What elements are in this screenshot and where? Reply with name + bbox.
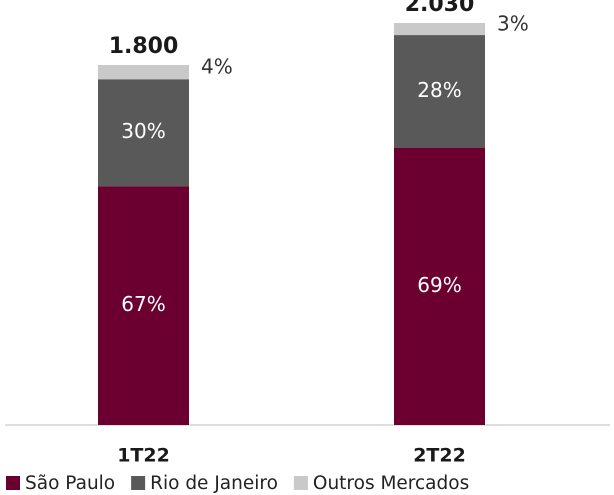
value-label: 30%: [121, 119, 165, 143]
bar-segment: [394, 23, 485, 36]
legend-label: Rio de Janeiro: [150, 473, 278, 494]
legend-label: Outros Mercados: [313, 473, 469, 494]
x-tick-label: 1T22: [117, 445, 170, 467]
legend-swatch: [6, 476, 20, 490]
value-label: 4%: [201, 55, 233, 79]
x-tick-label: 2T22: [413, 445, 466, 467]
legend-swatch: [293, 476, 308, 490]
bar-segment: [98, 79, 189, 187]
bar-segment: [98, 186, 189, 425]
value-label: 28%: [417, 78, 461, 102]
total-label: 2.030: [405, 0, 475, 17]
value-label: 67%: [121, 292, 165, 316]
bar-segment: [394, 35, 485, 148]
bar-segment: [98, 64, 189, 80]
total-label: 1.800: [109, 34, 179, 59]
value-label: 3%: [497, 12, 529, 36]
legend-label: São Paulo: [25, 473, 115, 494]
legend-swatch: [131, 476, 146, 490]
bar-segment: [394, 147, 485, 425]
value-label: 69%: [417, 273, 461, 297]
